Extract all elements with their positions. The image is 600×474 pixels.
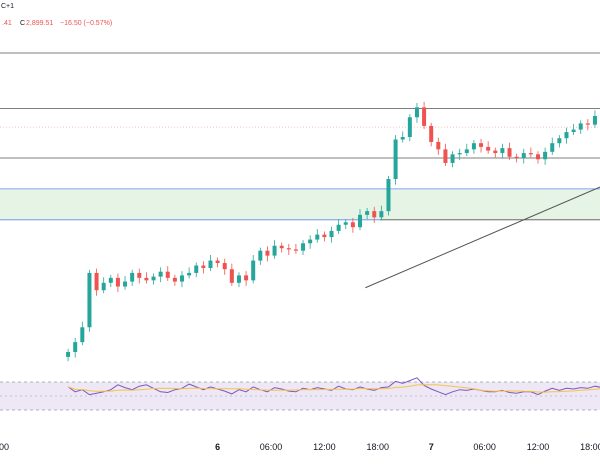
candle-body	[578, 123, 583, 130]
x-tick-label: 18:00	[580, 442, 600, 452]
candle-body	[158, 271, 163, 277]
candle-body	[165, 271, 170, 278]
candle-body	[507, 148, 512, 157]
candle-body	[493, 150, 498, 154]
candle-body	[272, 245, 277, 256]
x-tick-label: 06:00	[260, 442, 283, 452]
candle-body	[443, 149, 448, 163]
candle-body	[194, 265, 199, 273]
candle-body	[393, 139, 398, 180]
candle-body	[464, 149, 469, 154]
candle-body	[486, 146, 491, 151]
candle-body	[315, 234, 320, 240]
candle-body	[514, 156, 519, 159]
candle-body	[407, 117, 412, 138]
support-zone	[0, 188, 600, 220]
x-tick-label: 18:00	[367, 442, 390, 452]
candle-body	[557, 138, 562, 144]
candle-body	[208, 260, 213, 268]
candle-body	[457, 153, 462, 155]
candle-body	[414, 107, 419, 118]
candle-body	[550, 143, 555, 152]
candle-body	[286, 248, 291, 250]
candle-body	[244, 275, 249, 281]
trendline	[365, 186, 600, 289]
candle-body	[365, 211, 370, 215]
candle-body	[471, 143, 476, 150]
candle-body	[137, 272, 142, 278]
candle-body	[372, 211, 377, 218]
close-value: 2,899.51	[26, 20, 54, 27]
candle-body	[94, 272, 99, 291]
x-tick-label: 7	[429, 442, 434, 452]
candle-body	[293, 249, 298, 251]
candle-body	[479, 143, 484, 147]
candle-body	[429, 125, 434, 142]
candle-body	[151, 276, 156, 281]
candle-body	[73, 342, 78, 352]
candle-body	[379, 211, 384, 218]
candle-body	[172, 277, 177, 282]
candle-body	[108, 277, 113, 283]
candle-body	[101, 282, 106, 291]
interval-label: C+1	[1, 3, 15, 10]
candle-body	[343, 222, 348, 225]
x-tick-label: 12:00	[313, 442, 336, 452]
candle-body	[144, 277, 149, 281]
candle-body	[301, 243, 306, 251]
candle-body	[236, 275, 241, 283]
close-label: C	[20, 20, 26, 27]
candle-body	[215, 260, 220, 264]
candle-body	[528, 153, 533, 155]
candle-body	[436, 141, 441, 150]
candle-body	[322, 234, 327, 238]
candle-body	[258, 250, 263, 261]
rsi-moving-average	[67, 384, 600, 393]
candle-body	[500, 148, 505, 154]
candle-body	[308, 239, 313, 244]
candle-body	[543, 151, 548, 160]
ohlc-fragment: .41	[2, 20, 12, 27]
candle-body	[450, 154, 455, 163]
x-tick-label: 06:00	[473, 442, 496, 452]
price-change: −16.50 (−0.57%)	[60, 20, 113, 27]
candle-body	[222, 263, 227, 270]
x-tick-label: 00	[0, 442, 9, 452]
candle-body	[180, 275, 184, 282]
candle-body	[66, 352, 71, 357]
candle-body	[87, 272, 92, 328]
candle-body	[123, 281, 128, 287]
candle-body	[350, 222, 355, 228]
candle-body	[336, 224, 341, 231]
x-tick-label: 12:00	[527, 442, 550, 452]
candle-body	[201, 265, 206, 268]
candle-body	[521, 153, 526, 159]
candle-body	[130, 272, 135, 282]
candle-body	[229, 269, 234, 283]
candle-body	[115, 277, 120, 287]
candle-body	[564, 132, 569, 139]
candle-body	[585, 123, 590, 125]
candle-body	[265, 250, 270, 256]
candle-body	[358, 214, 362, 228]
candle-body	[386, 179, 391, 212]
candle-body	[279, 245, 284, 249]
candle-body	[329, 230, 334, 238]
chart-header: C+1 .41 C 2,899.51 −16.50 (−0.57%)	[0, 0, 600, 40]
x-tick-label: 6	[215, 442, 220, 452]
candle-body	[187, 272, 192, 276]
candle-body	[571, 129, 576, 133]
candle-body	[592, 116, 597, 125]
candle-body	[400, 137, 405, 140]
candle-body	[536, 154, 540, 160]
candle-body	[422, 107, 427, 126]
candle-body	[80, 327, 85, 343]
rsi-line	[67, 377, 600, 396]
candle-body	[251, 260, 256, 281]
